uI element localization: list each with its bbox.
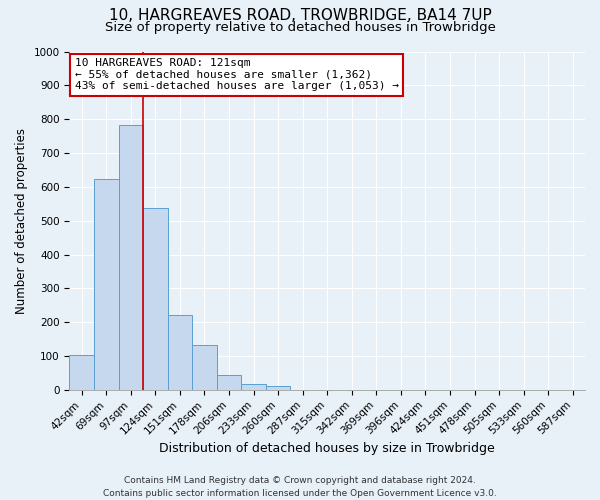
Text: 10 HARGREAVES ROAD: 121sqm
← 55% of detached houses are smaller (1,362)
43% of s: 10 HARGREAVES ROAD: 121sqm ← 55% of deta… (74, 58, 398, 92)
Text: Contains HM Land Registry data © Crown copyright and database right 2024.
Contai: Contains HM Land Registry data © Crown c… (103, 476, 497, 498)
Text: 10, HARGREAVES ROAD, TROWBRIDGE, BA14 7UP: 10, HARGREAVES ROAD, TROWBRIDGE, BA14 7U… (109, 8, 491, 22)
Text: Size of property relative to detached houses in Trowbridge: Size of property relative to detached ho… (104, 21, 496, 34)
Bar (217, 375, 241, 390)
Y-axis label: Number of detached properties: Number of detached properties (15, 128, 28, 314)
Bar (192, 345, 217, 390)
Bar (241, 384, 266, 390)
Bar (143, 208, 167, 390)
Bar (70, 355, 94, 390)
Bar (94, 180, 119, 390)
Bar (119, 125, 143, 390)
X-axis label: Distribution of detached houses by size in Trowbridge: Distribution of detached houses by size … (160, 442, 495, 455)
Bar (167, 316, 192, 390)
Bar (266, 386, 290, 390)
